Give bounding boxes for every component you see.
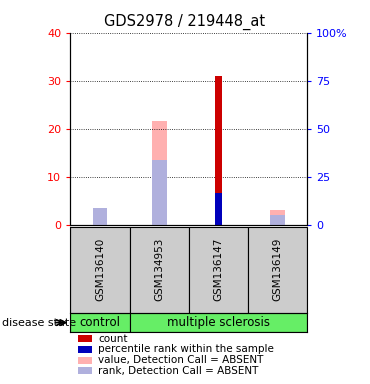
Text: count: count [98,334,128,344]
Bar [92,217,107,225]
Text: GSM136147: GSM136147 [213,238,223,301]
Bar [70,227,130,313]
Bar [270,215,285,225]
Text: control: control [80,316,120,329]
Text: percentile rank within the sample: percentile rank within the sample [98,344,274,354]
Text: GDS2978 / 219448_at: GDS2978 / 219448_at [104,13,266,30]
Bar [130,313,307,332]
Bar [70,313,130,332]
Bar [130,227,189,313]
Bar [92,208,107,225]
Text: rank, Detection Call = ABSENT: rank, Detection Call = ABSENT [98,366,258,376]
Bar [248,227,307,313]
Text: GSM136140: GSM136140 [95,238,105,301]
Bar [270,210,285,225]
Text: GSM136149: GSM136149 [272,238,283,301]
Bar [152,160,166,225]
Bar [215,193,222,225]
Text: disease state: disease state [2,318,76,328]
Text: multiple sclerosis: multiple sclerosis [167,316,270,329]
Text: value, Detection Call = ABSENT: value, Detection Call = ABSENT [98,355,263,365]
Text: GSM134953: GSM134953 [154,238,164,301]
Bar [189,227,248,313]
Bar [215,76,222,225]
Bar [152,121,166,225]
